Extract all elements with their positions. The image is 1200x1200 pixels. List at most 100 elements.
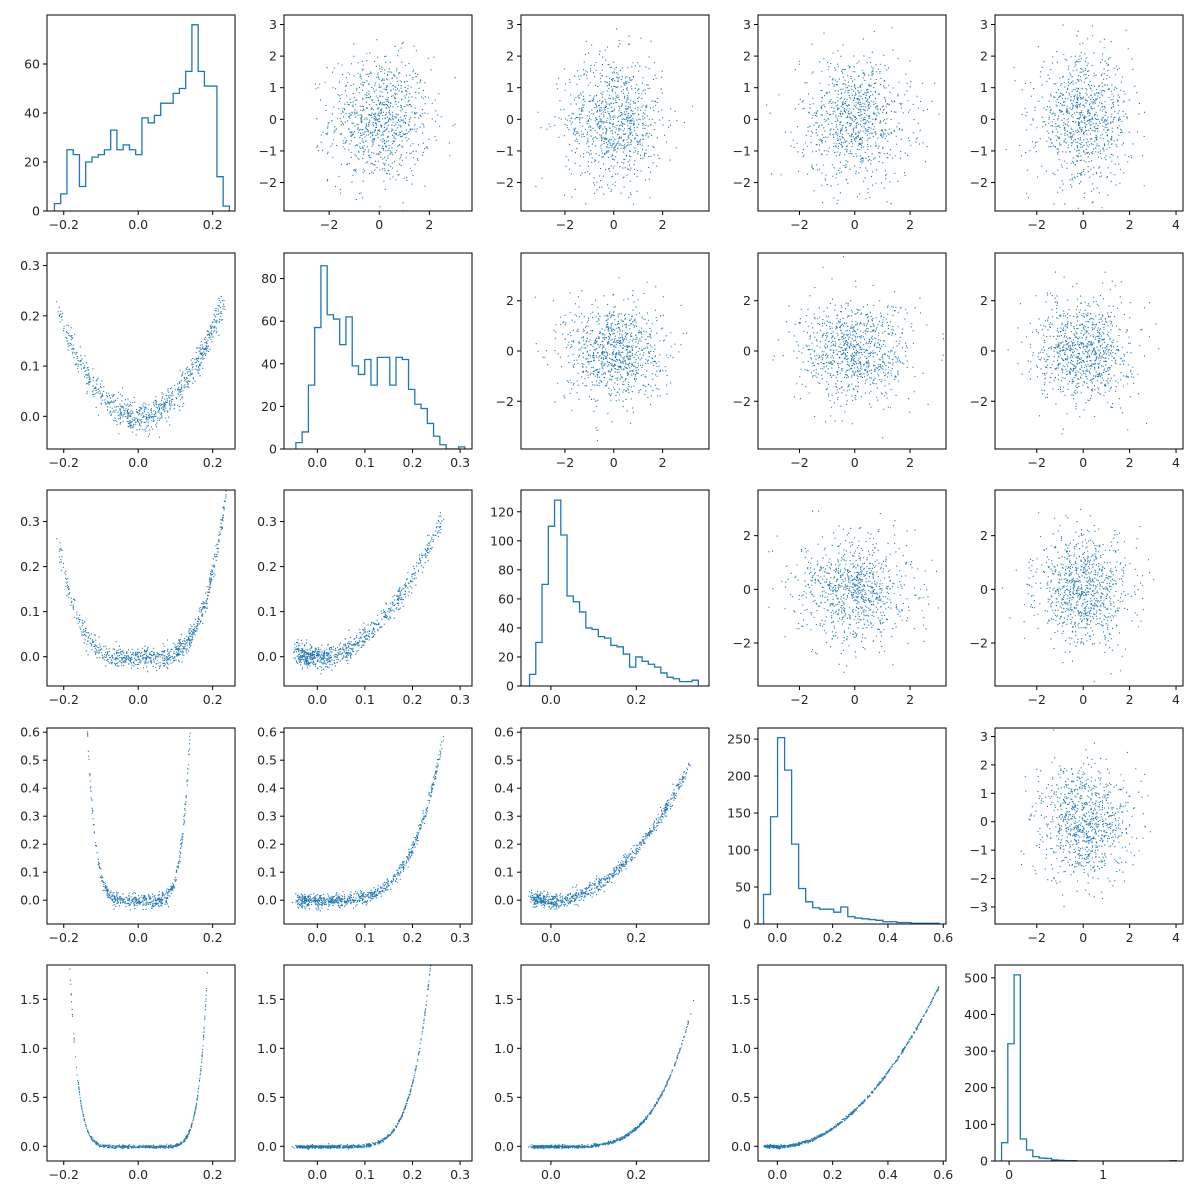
- y-tick-label: 2: [269, 49, 277, 64]
- histogram-step: [762, 736, 940, 924]
- x-tick-label: 0: [1005, 1167, 1013, 1182]
- y-tick-label: 0: [980, 814, 988, 829]
- x-tick-label: 0.1: [355, 455, 375, 470]
- scatter-points: [56, 296, 226, 438]
- y-tick-label: 0.6: [257, 725, 277, 740]
- scatter-points: [292, 736, 444, 912]
- y-tick-label: 100: [727, 843, 751, 858]
- y-tick-label: 0.2: [20, 837, 40, 852]
- y-tick-label: 0.0: [257, 649, 277, 664]
- y-tick-label: 0.2: [494, 837, 514, 852]
- x-tick-label: 0: [1079, 455, 1087, 470]
- x-tick-label: 0.2: [626, 692, 646, 707]
- y-tick-label: −1: [733, 143, 751, 158]
- x-tick-label: 0.2: [403, 692, 423, 707]
- y-tick-label: 3: [743, 17, 751, 32]
- y-tick-label: 40: [24, 106, 40, 121]
- scatter-points: [772, 256, 946, 439]
- axes-frame: [994, 727, 1184, 925]
- y-tick-label: 0.6: [494, 725, 514, 740]
- axes-frame: [46, 14, 236, 212]
- scatter-points: [763, 986, 940, 1150]
- x-tick-label: −2: [1028, 217, 1046, 232]
- y-tick-label: 2: [743, 293, 751, 308]
- y-tick-label: −2: [970, 636, 988, 651]
- y-tick-label: 2: [980, 757, 988, 772]
- y-tick-label: 0.2: [257, 837, 277, 852]
- subplot-r4-c2: 0.0 0.2 0.0 0.5 1.0 1.5: [494, 964, 710, 1182]
- axes-frame: [46, 252, 236, 450]
- x-tick-label: 0.4: [878, 930, 898, 945]
- x-tick-label: 0: [851, 455, 859, 470]
- x-tick-label: 0.1: [355, 1167, 375, 1182]
- y-tick-label: 0: [980, 582, 988, 597]
- axes-frame: [46, 727, 236, 925]
- y-tick-label: 1.5: [731, 992, 751, 1007]
- plot-marks: [1007, 271, 1160, 435]
- subplot-r1-c0: −0.2 0.0 0.2 0.0 0.1 0.2 0.3: [20, 252, 236, 470]
- x-tick-label: 2: [906, 217, 914, 232]
- plot-marks: [293, 512, 445, 675]
- y-tick-label: 2: [506, 293, 514, 308]
- x-tick-label: 0.2: [403, 930, 423, 945]
- axes-frame: [757, 727, 947, 925]
- y-tick-label: 250: [727, 732, 751, 747]
- x-tick-label: 0.3: [450, 692, 470, 707]
- plot-marks: [766, 27, 940, 211]
- scatter-points: [768, 510, 939, 673]
- plot-marks: [1005, 24, 1146, 209]
- y-tick-label: 2: [743, 49, 751, 64]
- y-tick-label: 120: [490, 504, 514, 519]
- y-tick-label: 0: [506, 112, 514, 127]
- y-tick-label: 2: [506, 49, 514, 64]
- plot-marks: [292, 736, 444, 912]
- axes-frame: [46, 964, 236, 1162]
- y-tick-label: 0.3: [20, 514, 40, 529]
- x-tick-label: 0: [1079, 930, 1087, 945]
- x-tick-label: −2: [320, 217, 338, 232]
- x-tick-label: 0: [851, 217, 859, 232]
- y-tick-label: 0.4: [494, 781, 514, 796]
- subplot-r2-c4: −2 0 2 4 −2 0 2: [970, 489, 1184, 707]
- subplot-r3-c1: 0.0 0.1 0.2 0.3 0.0 0.1 0.2 0.3 0.4 0.5 0.6: [257, 725, 473, 945]
- histogram-step: [528, 499, 699, 686]
- y-tick-label: −1: [496, 143, 514, 158]
- subplot-r0-c2: −2 0 2 −2 −1 0 1 2 3: [496, 14, 710, 232]
- scatter-points: [314, 39, 456, 211]
- x-tick-label: 0: [375, 217, 383, 232]
- x-tick-label: 0.0: [767, 930, 787, 945]
- y-tick-label: 60: [261, 314, 277, 329]
- y-tick-label: 0.3: [20, 809, 40, 824]
- y-tick-label: 0.2: [20, 308, 40, 323]
- x-tick-label: 2: [906, 692, 914, 707]
- y-tick-label: 0: [980, 344, 988, 359]
- subplot-r4-c1: 0.0 0.1 0.2 0.3 0.0 0.5 1.0 1.5: [257, 964, 473, 1182]
- x-tick-label: 2: [1126, 692, 1134, 707]
- y-tick-label: −2: [733, 175, 751, 190]
- plot-marks: [314, 39, 456, 211]
- y-tick-label: 300: [964, 1044, 988, 1059]
- subplot-r0-c4: −2 0 2 4 −2 −1 0 1 2 3: [970, 14, 1184, 232]
- x-tick-label: 0.2: [403, 1167, 423, 1182]
- y-tick-label: 0.1: [20, 604, 40, 619]
- y-tick-label: 0.5: [494, 753, 514, 768]
- y-tick-label: 1: [269, 80, 277, 95]
- x-tick-label: 0.1: [355, 930, 375, 945]
- scatter-points: [535, 28, 694, 211]
- x-tick-label: 0.0: [128, 692, 148, 707]
- x-tick-label: 0.2: [203, 930, 223, 945]
- histogram-step: [53, 24, 231, 211]
- y-tick-label: 1: [980, 786, 988, 801]
- y-tick-label: 2: [743, 528, 751, 543]
- axes-frame: [283, 252, 473, 450]
- plot-marks: [295, 265, 466, 449]
- y-tick-label: 0.2: [20, 559, 40, 574]
- histogram-step: [295, 265, 466, 449]
- x-tick-label: 2: [1126, 455, 1134, 470]
- y-tick-label: 1.0: [257, 1041, 277, 1056]
- x-tick-label: 0: [610, 455, 618, 470]
- x-tick-label: −0.2: [49, 692, 79, 707]
- x-tick-label: 0.2: [823, 1167, 843, 1182]
- y-tick-label: 0: [269, 442, 277, 457]
- scatter-points: [1020, 729, 1151, 908]
